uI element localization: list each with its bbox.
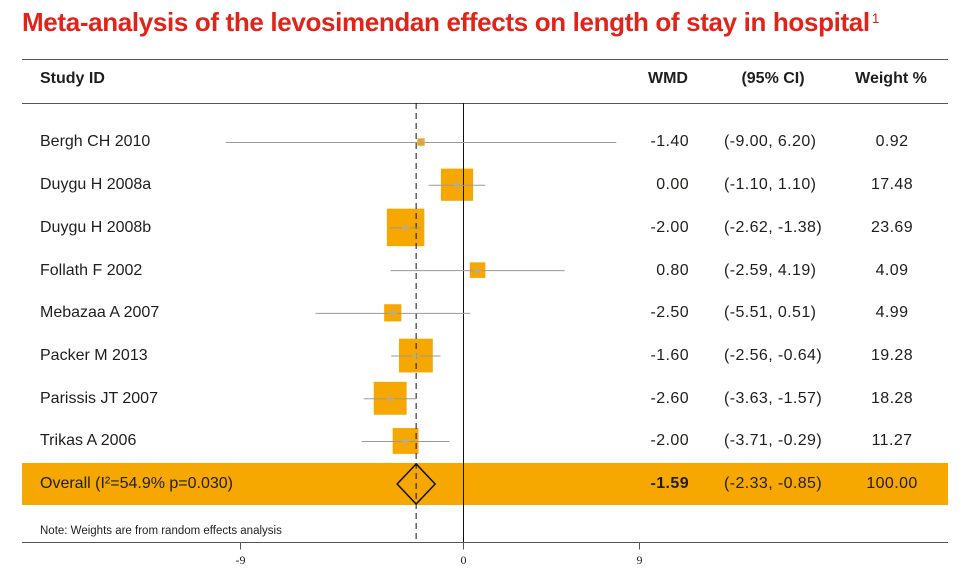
overall-label: Overall (I²=54.9% p=0.030): [40, 475, 233, 492]
chart-title: Meta-analysis of the levosimendan effect…: [22, 5, 880, 39]
study-wmd: 0.00: [656, 176, 689, 193]
column-header-study-id: Study ID: [40, 70, 105, 87]
column-header-weight: Weight %: [855, 70, 927, 87]
table-row: Trikas A 2006 -2.00 (-3.71, -0.29) 11.27: [0, 420, 972, 462]
overall-row-band: [22, 463, 948, 505]
study-wmd: -2.50: [650, 304, 689, 321]
header-top-rule: [22, 59, 948, 60]
study-name: Parissis JT 2007: [40, 390, 158, 407]
column-header-ci: (95% CI): [741, 70, 805, 87]
table-row: Mebazaa A 2007 -2.50 (-5.51, 0.51) 4.99: [0, 292, 972, 334]
study-name: Follath F 2002: [40, 262, 143, 279]
study-ci: (-3.63, -1.57): [724, 390, 823, 407]
study-name: Trikas A 2006: [40, 432, 137, 449]
study-ci: (-2.56, -0.64): [724, 347, 823, 364]
study-name: Duygu H 2008a: [40, 176, 152, 193]
chart-title-text: Meta-analysis of the levosimendan effect…: [22, 7, 870, 37]
study-wmd: -1.60: [650, 347, 689, 364]
study-weight: 4.09: [875, 262, 909, 279]
study-ci: (-5.51, 0.51): [724, 304, 817, 321]
study-wmd: -2.00: [650, 219, 689, 236]
x-tick-label: 9: [636, 553, 643, 567]
study-ci: (-1.10, 1.10): [724, 176, 817, 193]
table-row: Follath F 2002 0.80 (-2.59, 4.19) 4.09: [0, 250, 972, 292]
overall-diamond: [396, 462, 437, 506]
point-estimate-marker: [401, 223, 410, 232]
study-wmd: -2.00: [650, 432, 689, 449]
study-ci: (-9.00, 6.20): [724, 133, 817, 150]
table-row: Packer M 2013 -1.60 (-2.56, -0.64) 19.28: [0, 335, 972, 377]
study-wmd: 0.80: [656, 262, 689, 279]
table-row: Bergh CH 2010 -1.40 (-9.00, 6.20) 0.92: [0, 121, 972, 163]
study-weight: 4.99: [875, 304, 909, 321]
study-weight: 17.48: [870, 176, 914, 193]
overall-row: Overall (I²=54.9% p=0.030) -1.59 (-2.33,…: [0, 463, 972, 505]
study-name: Duygu H 2008b: [40, 219, 152, 236]
overall-wmd: -1.59: [650, 475, 689, 492]
table-row: Parissis JT 2007 -2.60 (-3.63, -1.57) 18…: [0, 378, 972, 420]
overall-ci: (-2.33, -0.85): [724, 475, 823, 492]
study-ci: (-3.71, -0.29): [724, 432, 823, 449]
study-weight: 19.28: [870, 347, 914, 364]
x-tick-label: 0: [460, 553, 467, 567]
point-estimate-marker: [401, 437, 410, 446]
study-weight: 11.27: [871, 432, 913, 449]
study-wmd: -2.60: [650, 390, 689, 407]
study-wmd: -1.40: [650, 133, 689, 150]
study-ci: (-2.62, -1.38): [724, 219, 823, 236]
study-name: Packer M 2013: [40, 347, 148, 364]
point-estimate-marker: [417, 138, 426, 147]
table-row: Duygu H 2008b -2.00 (-2.62, -1.38) 23.69: [0, 207, 972, 249]
study-ci: (-2.59, 4.19): [724, 262, 817, 279]
point-estimate-marker: [386, 394, 395, 403]
header-bottom-rule: [22, 103, 948, 104]
table-row: Duygu H 2008a 0.00 (-1.10, 1.10) 17.48: [0, 164, 972, 206]
point-estimate-marker: [388, 309, 397, 318]
study-weight: 18.28: [870, 390, 914, 407]
title-footnote-marker: 1: [871, 10, 880, 26]
footnote-weights: Note: Weights are from random effects an…: [40, 525, 282, 537]
x-tick-label: -9: [235, 553, 246, 567]
point-estimate-marker: [411, 352, 420, 361]
study-name: Mebazaa A 2007: [40, 304, 160, 321]
point-estimate-marker: [453, 181, 461, 190]
overall-weight: 100.00: [866, 475, 918, 492]
study-weight: 23.69: [870, 219, 914, 236]
study-name: Bergh CH 2010: [40, 133, 151, 150]
study-weight: 0.92: [875, 133, 909, 150]
point-estimate-marker: [473, 266, 482, 275]
column-header-wmd: WMD: [648, 70, 688, 87]
